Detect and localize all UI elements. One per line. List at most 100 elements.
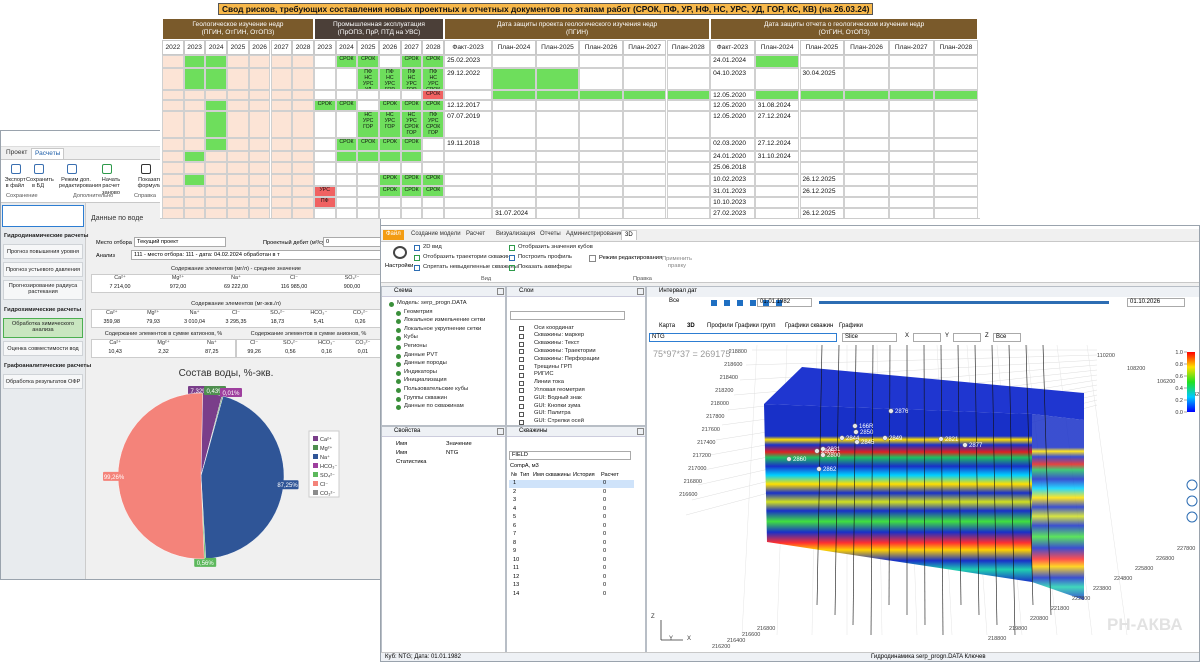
- timeline[interactable]: [819, 301, 1109, 304]
- well-number[interactable]: 5: [513, 514, 517, 520]
- well-calc[interactable]: 0: [603, 565, 607, 571]
- ribbon-tab[interactable]: Администрирование: [566, 231, 624, 237]
- ribbon-tab[interactable]: Расчеты: [31, 148, 65, 159]
- well-calc[interactable]: 0: [603, 531, 607, 537]
- well-number[interactable]: 12: [513, 573, 520, 580]
- panel-close[interactable]: [637, 428, 644, 435]
- checkbox[interactable]: [519, 380, 524, 386]
- checkbox[interactable]: [519, 349, 524, 355]
- ribbon-tab[interactable]: Визуализация: [496, 231, 536, 237]
- well-number[interactable]: 7: [513, 531, 517, 537]
- nav-item[interactable]: Прогноз устьевого давления: [3, 262, 83, 277]
- date-select[interactable]: 01.10.2026: [1127, 298, 1185, 307]
- panel-close[interactable]: [497, 428, 504, 435]
- playback-button[interactable]: [737, 300, 743, 306]
- view-tab[interactable]: Профили: [707, 323, 734, 329]
- select[interactable]: 111 - место отбора: 111 - дата: 04.02.20…: [131, 250, 380, 260]
- layer-item[interactable]: GUI: Кнопки зума: [534, 402, 581, 409]
- tree-item[interactable]: Данные по скважинам: [404, 403, 464, 410]
- slice-select[interactable]: Slice: [842, 333, 897, 342]
- tree-item[interactable]: Регионы: [404, 343, 427, 349]
- well-calc[interactable]: 0: [603, 582, 607, 588]
- well-number[interactable]: 8: [513, 539, 517, 546]
- layer-item[interactable]: GUI: Стрелки осей: [534, 418, 584, 425]
- layer-item[interactable]: Скважины: маркер: [534, 332, 585, 339]
- view-tab[interactable]: Графики скважин: [785, 323, 834, 329]
- checkbox[interactable]: [519, 333, 524, 339]
- ribbon-button[interactable]: Построить профиль: [518, 254, 572, 260]
- checkbox[interactable]: [519, 396, 524, 402]
- layer-item[interactable]: Угловая геометрия: [534, 386, 585, 393]
- tree-item[interactable]: Группы скважин: [404, 394, 447, 401]
- playback-button[interactable]: [711, 300, 717, 306]
- tree-item[interactable]: Модель: serp_progn.DATA: [397, 300, 467, 306]
- layer-item[interactable]: Оси координат: [534, 324, 574, 331]
- checkbox[interactable]: [519, 372, 524, 378]
- well-calc[interactable]: 0: [603, 573, 607, 580]
- well-number[interactable]: 14: [513, 590, 520, 597]
- ribbon-button[interactable]: Отобразить значения кубов: [518, 244, 593, 250]
- select[interactable]: FIELD: [509, 451, 631, 460]
- view-tab[interactable]: 3D: [687, 323, 695, 329]
- ribbon-button[interactable]: Начать расчет заново: [101, 177, 121, 196]
- well-calc[interactable]: 0: [603, 505, 607, 512]
- tree-item[interactable]: Данные породы: [404, 360, 447, 367]
- nav-item[interactable]: Прогноз повышения уровня: [3, 244, 83, 259]
- ribbon-button[interactable]: Отобразить траектории скважин: [423, 254, 511, 260]
- well-number[interactable]: 4: [513, 505, 517, 512]
- playback-button[interactable]: [724, 300, 730, 306]
- axis-select[interactable]: [913, 333, 941, 342]
- panel-close[interactable]: [497, 288, 504, 295]
- well-number[interactable]: 2: [513, 488, 517, 495]
- date-select[interactable]: 01.01.1982: [757, 298, 812, 307]
- checkbox[interactable]: [519, 365, 524, 370]
- nav-item[interactable]: Обработка результатов ОФР: [3, 374, 83, 389]
- select[interactable]: Текущий проект: [134, 237, 226, 247]
- layer-item[interactable]: Линии тока: [534, 379, 565, 386]
- layer-item[interactable]: РИГИС: [534, 371, 554, 378]
- ribbon-tab[interactable]: Файл: [383, 230, 404, 240]
- checkbox[interactable]: [519, 404, 524, 409]
- search-input[interactable]: [510, 311, 625, 320]
- well-calc[interactable]: 0: [603, 548, 607, 554]
- layer-item[interactable]: Скважины: Перфорации: [534, 355, 600, 362]
- tree-item[interactable]: Данные PVT: [404, 351, 438, 358]
- ribbon-button[interactable]: Сохранить в БД: [26, 177, 54, 190]
- ribbon-tab[interactable]: Проект: [6, 149, 28, 156]
- ribbon-tab[interactable]: Расчет: [466, 231, 486, 237]
- playback-button[interactable]: [763, 300, 769, 306]
- axis-select[interactable]: [953, 333, 981, 342]
- nav-item[interactable]: Оценка совместимости вод: [3, 341, 83, 356]
- nav-item[interactable]: Прогнозирование радиуса растекания: [3, 280, 83, 300]
- ribbon-button[interactable]: Режим редактирования: [599, 255, 663, 261]
- well-number[interactable]: 3: [513, 497, 517, 503]
- checkbox[interactable]: [519, 388, 524, 394]
- checkbox[interactable]: [519, 357, 524, 363]
- ribbon-tab[interactable]: Создание модели: [411, 231, 461, 237]
- well-calc[interactable]: 0: [603, 488, 607, 495]
- checkbox[interactable]: [519, 419, 524, 425]
- ribbon-button[interactable]: Режим доп. редактирования: [59, 177, 102, 190]
- ribbon-tab[interactable]: 3D: [621, 230, 637, 240]
- ribbon-button[interactable]: Показать аквиферы: [518, 264, 572, 270]
- tree-item[interactable]: Кубы: [404, 334, 418, 341]
- tree-item[interactable]: Индикаторы: [404, 368, 437, 375]
- layer-item[interactable]: Скважины: Текст: [534, 340, 580, 347]
- well-number[interactable]: 10: [513, 556, 520, 563]
- tree-item[interactable]: Локальное укрупнение сетки: [404, 325, 482, 332]
- well-number[interactable]: 11: [513, 565, 519, 571]
- layer-item[interactable]: Трещины ГРП: [534, 363, 572, 370]
- view-tab[interactable]: Карта: [659, 323, 676, 329]
- tree-item[interactable]: Локальное измельчение сетки: [404, 317, 486, 324]
- well-number[interactable]: 1: [513, 480, 517, 486]
- well-calc[interactable]: 0: [603, 556, 607, 563]
- well-calc[interactable]: 0: [603, 497, 607, 503]
- view-tab[interactable]: Графики: [839, 323, 863, 329]
- ribbon-button[interactable]: Экспорт в файл: [4, 177, 26, 190]
- tree-item[interactable]: Пользовательские кубы: [404, 386, 469, 392]
- well-calc[interactable]: 0: [603, 539, 607, 546]
- well-number[interactable]: 9: [513, 548, 517, 554]
- well-number[interactable]: 13: [513, 582, 520, 588]
- checkbox[interactable]: [519, 341, 524, 347]
- well-calc[interactable]: 0: [603, 514, 607, 520]
